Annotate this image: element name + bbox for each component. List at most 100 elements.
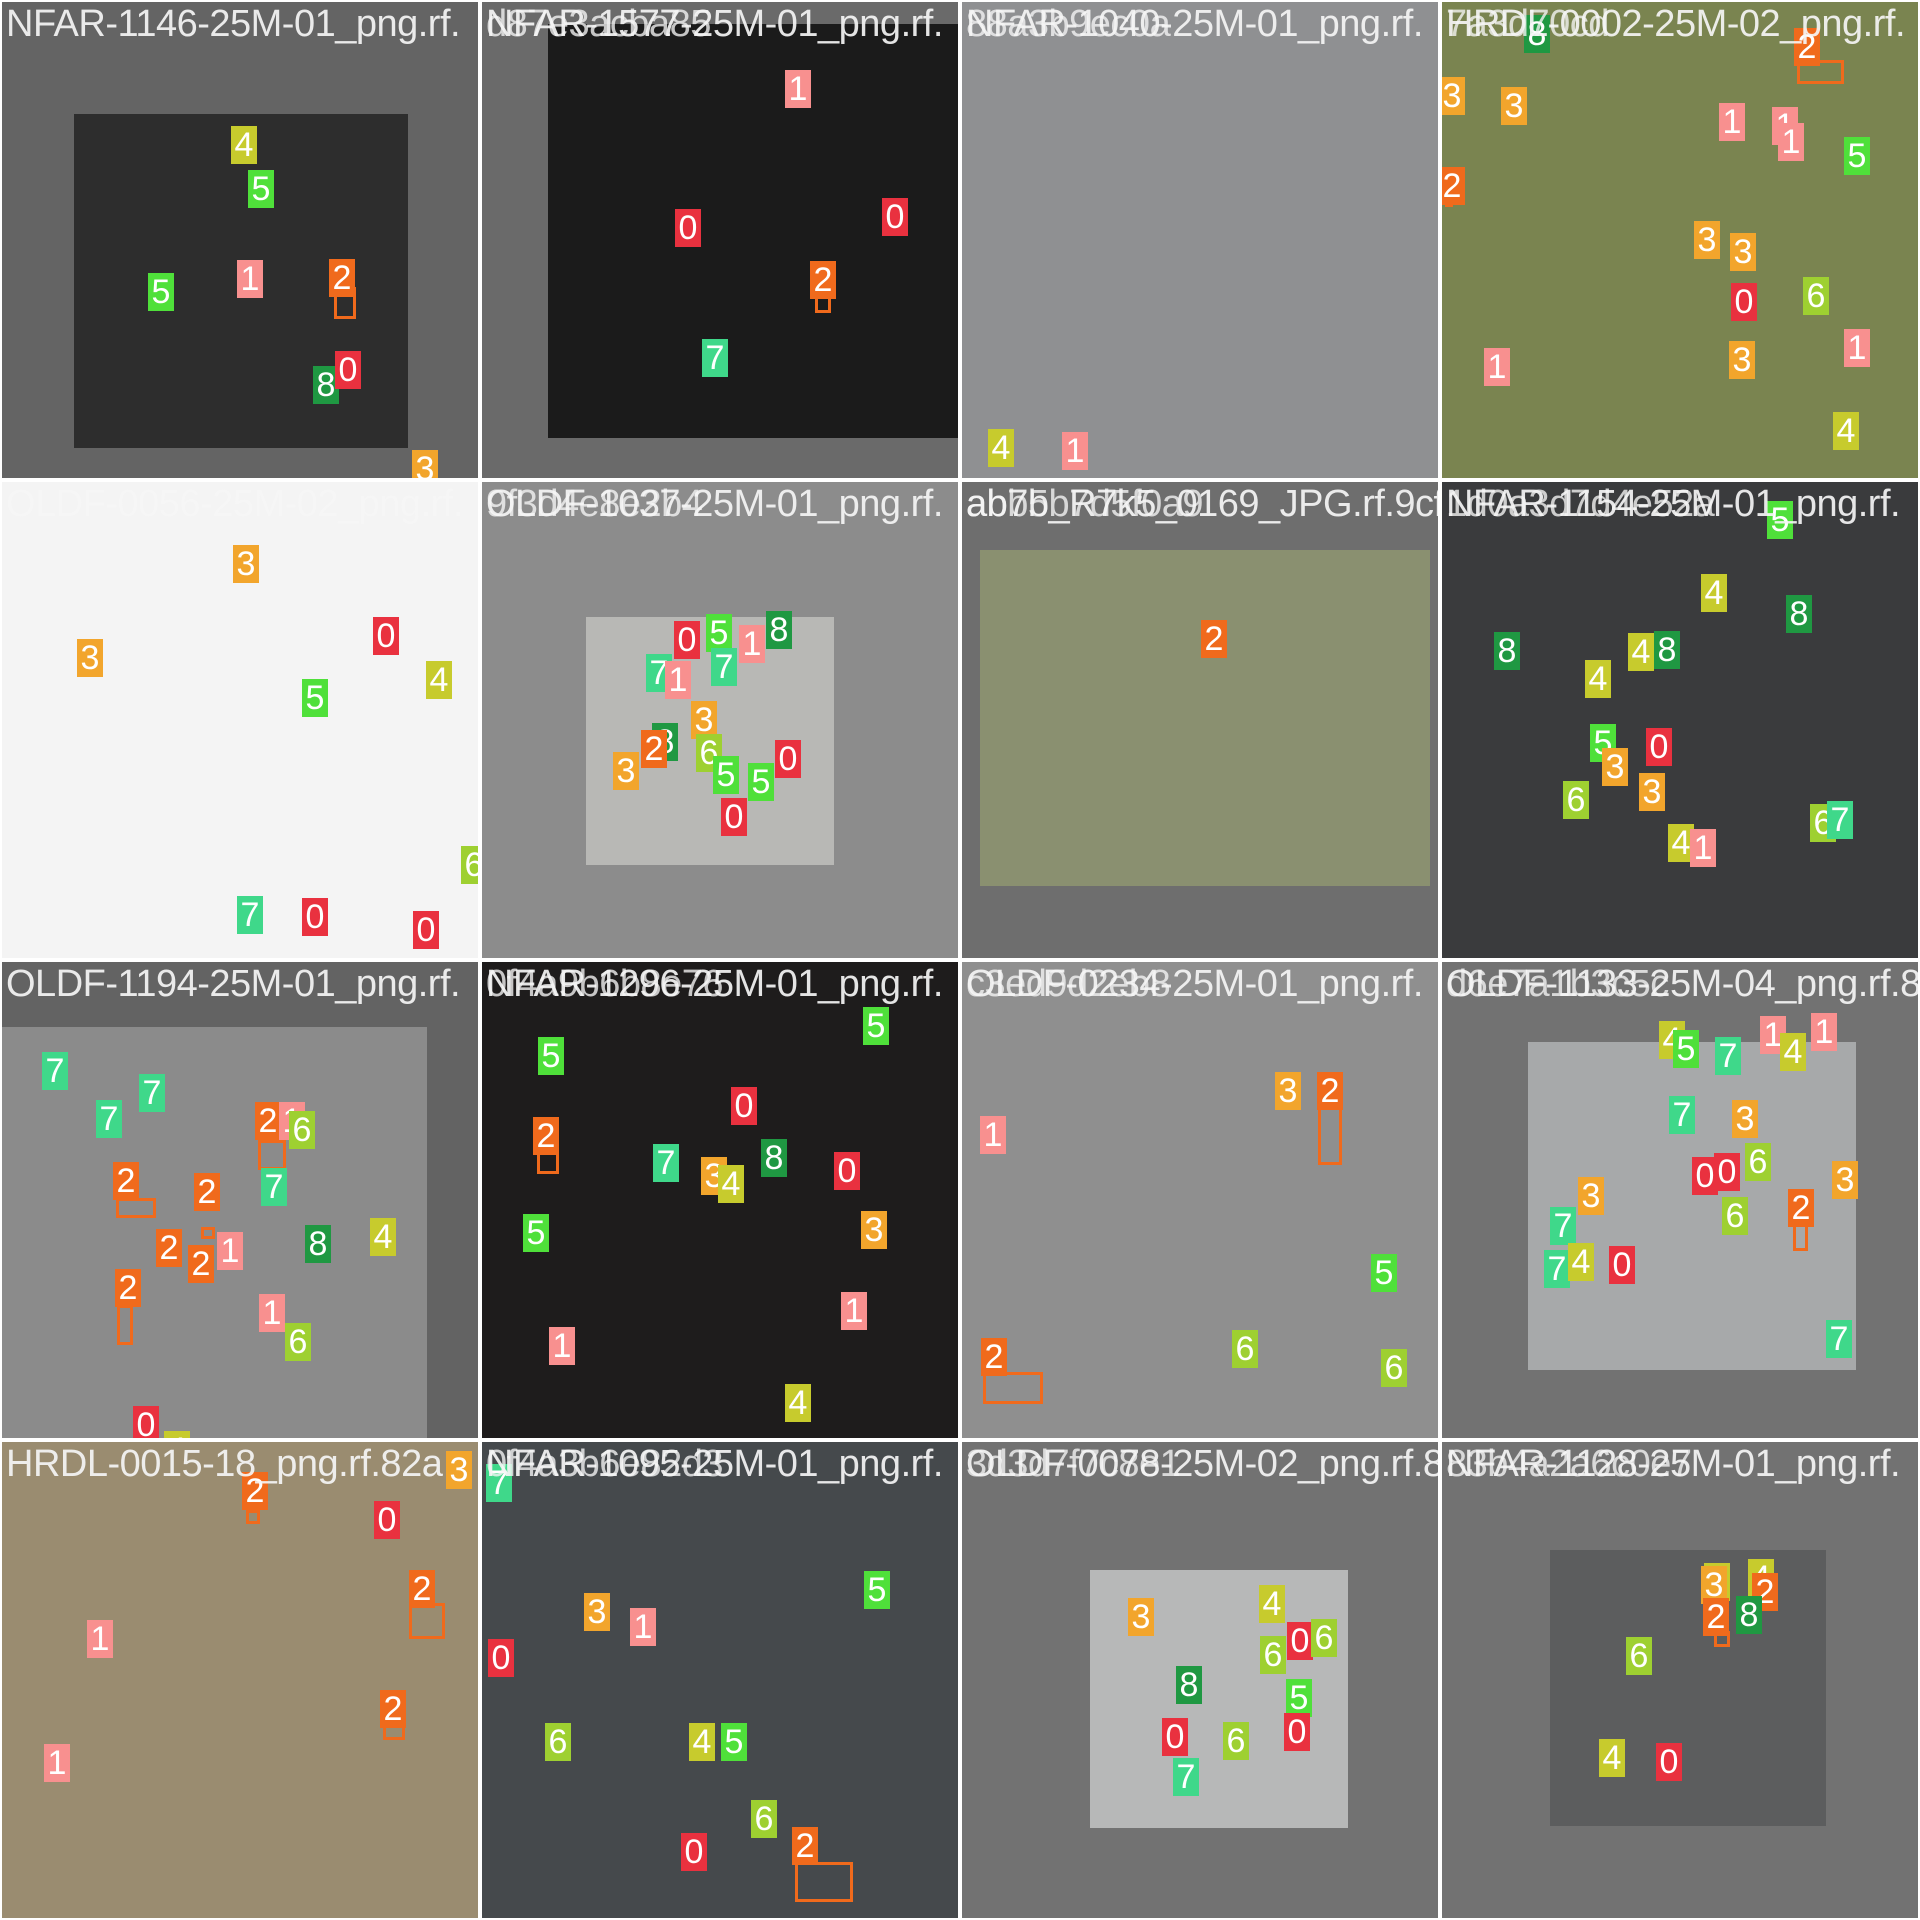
class-label: 0 xyxy=(1692,1157,1718,1195)
class-label: 7 xyxy=(96,1100,122,1138)
class-label: 2 xyxy=(1442,167,1465,205)
aerial-photo xyxy=(962,2,1438,478)
class-label: 7 xyxy=(1173,1758,1199,1796)
class-label: 4 xyxy=(426,661,452,699)
aerial-photo xyxy=(482,1442,958,1918)
tile-filename: NFAR-1095-25M-01_png.rf. xyxy=(486,1443,943,1485)
mosaic-tile: 7772167222128421604OLDF-1194-25M-01_png.… xyxy=(2,962,478,1438)
bounding-box xyxy=(117,1305,133,1345)
class-label: 2 xyxy=(533,1117,559,1155)
tile-filename: HRDL-0002-25M-02_png.rf. xyxy=(1446,3,1906,45)
class-label: 5 xyxy=(706,614,732,652)
class-label: 0 xyxy=(1162,1718,1188,1756)
class-label: 8 xyxy=(1654,631,1680,669)
class-label: 6 xyxy=(545,1723,571,1761)
class-label: 4 xyxy=(785,1384,811,1422)
mosaic-tile: 4 5 7 1 4 1 7 3 0 0 6 3 3 6 2 7 7 4 0 7 d6e7a1b3c5c OLDF-1133… xyxy=(1442,962,1918,1438)
class-label: 3 xyxy=(1578,1177,1604,1215)
class-label: 1 xyxy=(841,1292,867,1330)
class-label: 2 xyxy=(1703,1598,1729,1636)
mosaic-tile: 3 3 0 4 5 6 7 0 0 OLDF-0056-25M-02_png.rf. xyxy=(2,482,478,958)
class-label: 2 xyxy=(1317,1072,1343,1110)
class-label: 3 xyxy=(446,1451,472,1489)
class-label: 8 xyxy=(1176,1666,1202,1704)
class-label: 7 xyxy=(1715,1037,1741,1075)
class-label: 2 xyxy=(255,1102,281,1140)
class-label: 0 xyxy=(882,198,908,236)
class-label: 3 xyxy=(77,639,103,677)
class-label: 1 xyxy=(1062,432,1088,470)
tile-filename-overlap: 9f3d4e8e2b4 xyxy=(486,483,703,525)
class-label: 5 xyxy=(538,1037,564,1075)
aerial-photo xyxy=(1442,482,1918,958)
class-label: 5 xyxy=(748,763,774,801)
class-label: 8 xyxy=(1786,595,1812,633)
class-label: 7 xyxy=(653,1144,679,1182)
class-label: 0 xyxy=(335,351,361,389)
bounding-box xyxy=(983,1372,1043,1404)
class-label: 3 xyxy=(1694,221,1720,259)
class-label: 3 xyxy=(691,701,717,739)
bounding-box xyxy=(1797,60,1844,84)
aerial-photo xyxy=(980,550,1430,886)
class-label: 3 xyxy=(1442,77,1465,115)
class-label: 5 xyxy=(1286,1679,1312,1717)
class-label: 5 xyxy=(1767,501,1793,539)
tile-filename-overlap: 3d3d7f7c8e1 xyxy=(966,1443,1181,1485)
class-label: 5 xyxy=(523,1214,549,1252)
class-label: 2 xyxy=(1794,28,1820,66)
class-label: 5 xyxy=(1673,1030,1699,1068)
class-label: 6 xyxy=(1381,1349,1407,1387)
class-label: 2 xyxy=(1201,620,1227,658)
class-label: 7 xyxy=(42,1052,68,1090)
class-label: 7 xyxy=(237,896,263,934)
class-label: 1 xyxy=(1778,123,1804,161)
mosaic-tile: 7 5 3 1 0 6 4 5 6 0 2 0f4a3b6e82d3 NFAR-1095-25M-01_… xyxy=(482,1442,958,1918)
mosaic-tile: 3 2 1 5 6 6 2 c3ed9d2eb8 OLDF-0234-25M-01_png.rf… xyxy=(962,962,1438,1438)
class-label: 2 xyxy=(641,730,667,768)
class-label: 8 xyxy=(313,366,339,404)
aerial-photo xyxy=(1442,2,1918,478)
class-label: 0 xyxy=(133,1406,159,1438)
class-label: 1 xyxy=(217,1232,243,1270)
class-label: 1 xyxy=(630,1608,656,1646)
class-label: 3 xyxy=(861,1211,887,1249)
class-label: 0 xyxy=(488,1639,514,1677)
class-label: 4 xyxy=(988,429,1014,467)
class-label: 1 xyxy=(980,1116,1006,1154)
tile-filename: OLDF-0234-25M-01_png.rf. xyxy=(966,963,1423,1005)
tile-filename-overlap: abb5b7d5f0a9 xyxy=(966,483,1204,525)
class-label: 0 xyxy=(1714,1153,1740,1191)
class-label: 8 xyxy=(305,1225,331,1263)
class-label: 2 xyxy=(1752,1573,1778,1611)
class-label: 6 xyxy=(1260,1636,1286,1674)
mosaic-tile: 2 abb5b7d5f0a9 ab7b_R7k5_0169_JPG.rf.9cf xyxy=(962,482,1438,958)
class-label: 2 xyxy=(409,1570,435,1608)
class-label: 6 xyxy=(461,846,478,884)
class-label: 8 xyxy=(766,611,792,649)
tile-filename: OLDF-1133-25M-04_png.rf.8c xyxy=(1446,963,1918,1005)
class-label: 8 xyxy=(1524,15,1550,53)
tile-filename-overlap: d6e7a1b3c5c xyxy=(1446,963,1669,1005)
tile-filename-overlap: 7a3d70cd xyxy=(1446,3,1609,45)
class-label: 0 xyxy=(374,1501,400,1539)
tile-filename-overlap: 83b4a2a6c0e7 xyxy=(1446,1443,1692,1485)
class-label: 0 xyxy=(373,617,399,655)
mosaic-tile: 44322864083b4a2a6c0e7NFAR-1128-25M-01_pn… xyxy=(1442,1442,1918,1918)
class-label: 1 xyxy=(665,661,691,699)
class-label: 7 xyxy=(1827,801,1853,839)
class-label: 2 xyxy=(329,259,355,297)
class-label: 1 xyxy=(1690,829,1716,867)
class-label: 1 xyxy=(259,1294,285,1332)
class-label: 3 xyxy=(233,545,259,583)
class-label: 0 xyxy=(675,209,701,247)
class-label: 0 xyxy=(674,621,700,659)
class-label: 3 xyxy=(1732,1100,1758,1138)
tile-filename: OLDF-0056-25M-02_png.rf. xyxy=(6,483,463,525)
class-label: 0 xyxy=(1284,1713,1310,1751)
tile-filename-overlap: 0f4a3b6e82d3 xyxy=(486,1443,724,1485)
mosaic-tile: 4 1 88a3b9ec0a NFAR-1040-25M-01_png.rf. xyxy=(962,2,1438,478)
class-label: 5 xyxy=(721,1723,747,1761)
class-label: 4 xyxy=(1568,1243,1594,1281)
